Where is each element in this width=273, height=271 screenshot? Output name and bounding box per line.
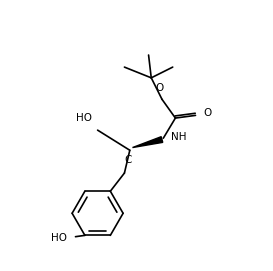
Text: O: O <box>204 108 212 118</box>
Text: HO: HO <box>76 114 92 123</box>
Text: HO: HO <box>51 233 67 243</box>
Text: O: O <box>155 83 164 93</box>
Text: C: C <box>125 155 132 165</box>
Text: NH: NH <box>171 132 186 142</box>
Polygon shape <box>132 137 163 148</box>
